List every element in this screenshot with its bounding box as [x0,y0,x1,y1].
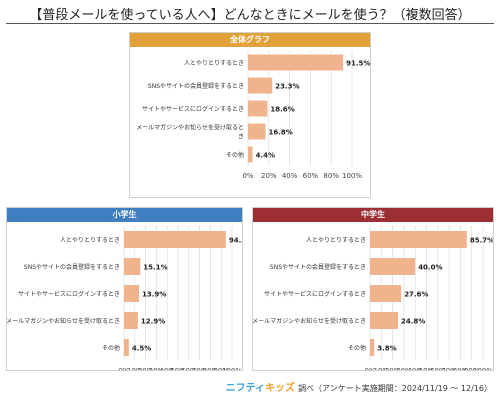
x-tick-label: 30% [396,367,412,370]
bar [124,258,141,275]
x-tick-label: 60% [303,172,319,180]
panel-title-junior: 中学生 [253,208,493,222]
chart-panel-elementary: 小学生 0%10%20%30%40%50%60%70%80%90%100% 人とや… [6,207,243,371]
x-tick-label: 100% [342,172,362,180]
category-label: SNSやサイトの会員登録をするとき [148,82,244,90]
category-label: メールマガジンやお知らせを受け取るとき [7,317,120,325]
bar [248,100,268,117]
bar [370,339,375,356]
footer-credit: ニフティキッズ 調べ（アンケート実施期間：2024/11/19 ～ 12/16） [226,379,492,394]
x-tick-label: 20% [261,172,277,180]
bar-chart-overall: 0% 20% 40% 60% 80% 100% 人とやりとりするとき 91.5% SNSやサイト… [136,51,370,180]
x-tick-label: 100% [473,367,493,370]
bar [370,285,402,302]
x-tick-label: 40% [159,367,175,370]
chart-panel-junior: 中学生 0%10%20%30%40%50%60%70%80%90%100% 人とや… [252,207,494,371]
data-label: 15.1% [143,264,167,272]
x-tick-label: 30% [149,367,165,370]
data-label: 12.9% [141,318,165,326]
category-label: サイトやサービスにログインするとき [264,290,366,298]
x-tick-label: 90% [464,367,480,370]
data-label: 23.3% [275,83,299,91]
bar [248,146,253,163]
x-tick-label: 0% [242,172,253,180]
x-tick-label: 70% [441,367,457,370]
data-label: 94.3% [229,237,242,245]
data-label: 3.8% [377,345,396,353]
data-label: 16.8% [268,129,292,137]
category-label: 人とやりとりするとき [306,236,366,244]
page-title: 【普段メールを使っている人へ】どんなときにメールを使う？（複数回答） [29,8,471,23]
x-tick-label: 90% [213,367,229,370]
category-label: メールマガジンやお知らせを受け取るとき [136,124,244,141]
bar [370,258,416,275]
x-tick-label: 60% [181,367,197,370]
data-label: 13.9% [142,291,166,299]
data-label: 4.4% [256,152,275,160]
panel-title-overall: 全体グラフ [130,33,370,47]
category-label: その他 [348,344,366,352]
bar-chart-junior: 0%10%20%30%40%50%60%70%80%90%100% 人とやりとりす… [253,226,493,370]
category-label: SNSやサイトの会員登録をするとき [24,263,120,271]
x-tick-label: 10% [127,367,143,370]
x-tick-label: 80% [453,367,469,370]
bar-chart-elementary: 0%10%20%30%40%50%60%70%80%90%100% 人とやりとりす… [7,226,242,370]
data-label: 27.6% [404,291,428,299]
brand-logo-part1: ニフティ [225,383,266,394]
x-tick-label: 100% [222,367,242,370]
category-label: その他 [226,151,244,159]
data-label: 91.5% [346,60,370,68]
category-label: サイトやサービスにログインするとき [142,105,244,113]
data-label: 40.0% [418,264,442,272]
brand-logo: ニフティキッズ [226,383,295,394]
title-divider [6,23,494,24]
category-label: 人とやりとりするとき [184,59,244,67]
x-tick-label: 20% [138,367,154,370]
bar [124,312,138,329]
bar [124,285,140,302]
bar [370,231,467,248]
footer-text: 調べ（アンケート実施期間：2024/11/19 ～ 12/16） [298,384,492,393]
bar [370,312,399,329]
category-label: サイトやサービスにログインするとき [18,290,120,298]
x-tick-label: 20% [385,367,401,370]
data-label: 18.6% [270,106,294,114]
category-label: 人とやりとりするとき [60,236,120,244]
x-tick-label: 40% [407,367,423,370]
data-label: 85.7% [470,237,493,245]
bar [124,231,226,248]
panel-title-elementary: 小学生 [7,208,242,222]
data-label: 24.8% [401,318,425,326]
x-tick-label: 50% [170,367,186,370]
category-label: SNSやサイトの会員登録をするとき [270,263,366,271]
x-tick-label: 0% [364,367,375,370]
x-tick-label: 60% [430,367,446,370]
x-tick-label: 50% [419,367,435,370]
bar [124,339,129,356]
brand-logo-part2: キッズ [265,383,296,394]
bar [248,77,273,94]
x-tick-label: 0% [118,367,129,370]
x-tick-label: 70% [192,367,208,370]
bar [248,54,344,71]
x-tick-label: 80% [323,172,339,180]
category-label: その他 [102,344,120,352]
bar [248,123,266,140]
chart-panel-overall: 全体グラフ 0% 20% 40% 60% 80% 100% 人とやりとりするとき 91.5% S… [129,32,371,198]
x-tick-label: 10% [374,367,390,370]
x-tick-label: 40% [282,172,298,180]
data-label: 4.5% [132,345,151,353]
x-tick-label: 80% [203,367,219,370]
category-label: メールマガジンやお知らせを受け取るとき [253,317,366,325]
